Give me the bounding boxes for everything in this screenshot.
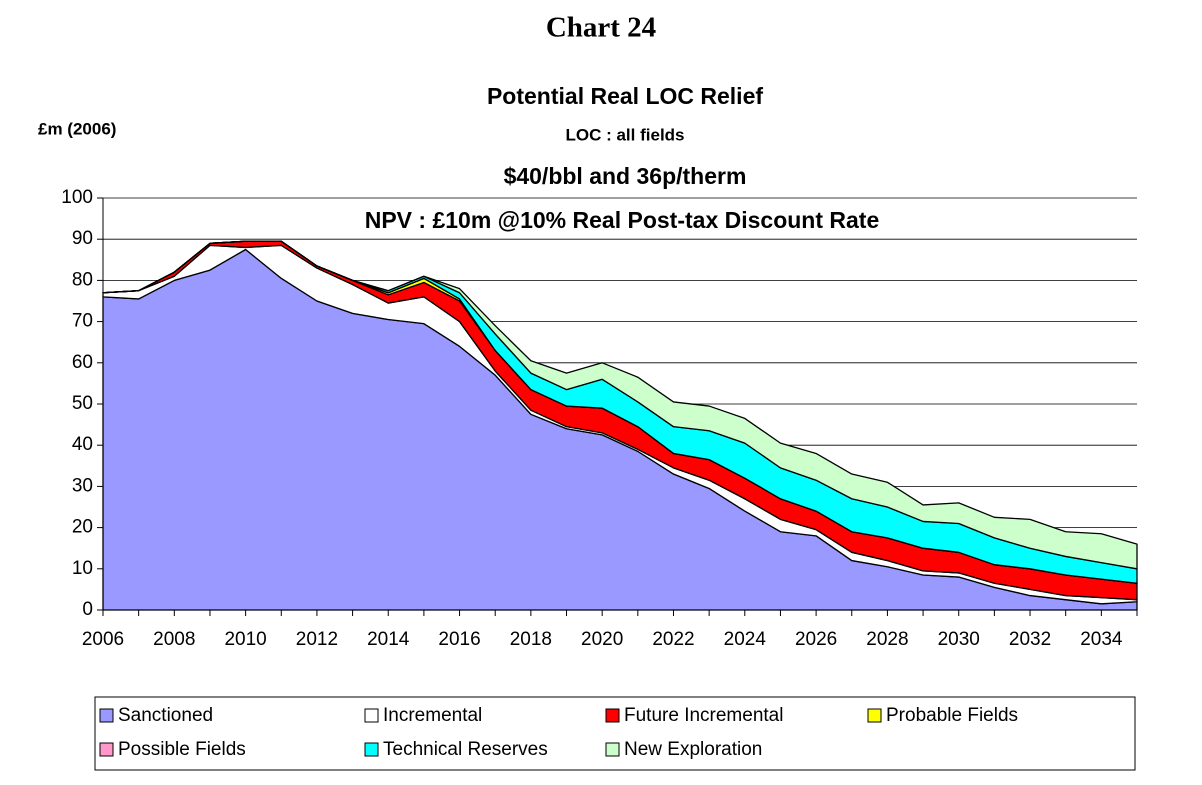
x-tick-label: 2026 [795, 629, 837, 650]
y-tick-label: 100 [61, 187, 93, 208]
y-tick-label: 0 [82, 599, 93, 620]
y-tick-label: 70 [72, 311, 93, 332]
x-tick-label: 2008 [153, 629, 195, 650]
legend-label: New Exploration [624, 739, 762, 760]
annotation: NPV : £10m @10% Real Post-tax Discount R… [365, 207, 880, 233]
annotation: $40/bbl and 36p/therm [504, 163, 747, 189]
legend-swatch [605, 742, 620, 757]
legend-label: Future Incremental [624, 705, 783, 726]
legend-swatch [867, 708, 882, 723]
area [102, 240, 1138, 570]
x-tick-label: 2020 [581, 629, 623, 650]
y-tick-label: 10 [72, 558, 93, 579]
legend-label: Sanctioned [118, 705, 213, 726]
legend-label: Probable Fields [886, 705, 1018, 726]
legend-label: Technical Reserves [383, 739, 548, 760]
y-tick-label: 80 [72, 269, 93, 290]
legend-swatch [605, 708, 620, 723]
y-tick-label: 30 [72, 475, 93, 496]
chart-title: Potential Real LOC Relief [487, 83, 763, 109]
x-tick-label: 2028 [866, 629, 908, 650]
x-tick-label: 2018 [510, 629, 552, 650]
x-tick-label: 2022 [652, 629, 694, 650]
legend-swatch [364, 708, 379, 723]
legend-swatch [364, 742, 379, 757]
x-tick-label: 2024 [724, 629, 767, 650]
legend-label: Incremental [383, 705, 482, 726]
x-tick-label: 2010 [224, 629, 266, 650]
y-axis-label: £m (2006) [38, 119, 116, 138]
y-tick-label: 50 [72, 393, 93, 414]
legend-swatch [99, 708, 114, 723]
x-tick-label: 2032 [1009, 629, 1051, 650]
x-tick-label: 2030 [938, 629, 980, 650]
x-tick-label: 2016 [438, 629, 480, 650]
legend-swatch [99, 742, 114, 757]
chart-heading: Chart 24 [546, 12, 656, 44]
y-tick-label: 20 [72, 517, 93, 538]
x-tick-label: 2034 [1080, 629, 1123, 650]
x-tick-label: 2012 [296, 629, 338, 650]
y-tick-label: 90 [72, 228, 93, 249]
y-tick-label: 40 [72, 434, 93, 455]
x-tick-label: 2014 [367, 629, 410, 650]
chart-subtitle: LOC : all fields [565, 125, 684, 144]
x-tick-label: 2006 [82, 629, 124, 650]
y-tick-label: 60 [72, 352, 93, 373]
legend-label: Possible Fields [118, 739, 246, 760]
